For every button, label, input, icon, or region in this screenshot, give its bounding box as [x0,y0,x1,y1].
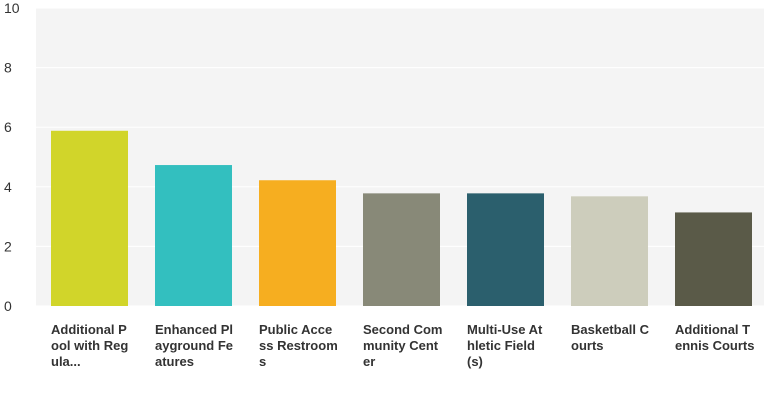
y-tick-label: 6 [4,119,12,135]
x-tick-label: Second Community Center [363,322,443,369]
x-tick-label: Multi-Use Athletic Field(s) [467,322,543,369]
y-tick-label: 8 [4,60,12,76]
x-tick-label: Enhanced Playground Features [155,322,234,369]
bar [259,180,336,306]
y-tick-label: 4 [4,179,12,195]
x-tick-label: Public Access Restrooms [259,322,338,369]
bar [51,130,128,306]
x-tick-label: Additional Tennis Courts [675,322,755,353]
x-tick-label: Additional Pool with Regula... [51,322,129,369]
y-tick-label: 0 [4,298,12,314]
bar [155,165,232,306]
x-tick-label: Basketball Courts [571,322,650,353]
y-tick-label: 10 [4,0,20,16]
y-tick-label: 2 [4,238,12,254]
bar [363,193,440,306]
bar [467,193,544,306]
bars [51,130,752,306]
bar [571,196,648,306]
bar [675,212,752,306]
y-axis: 0 2 4 6 8 10 [4,0,20,314]
